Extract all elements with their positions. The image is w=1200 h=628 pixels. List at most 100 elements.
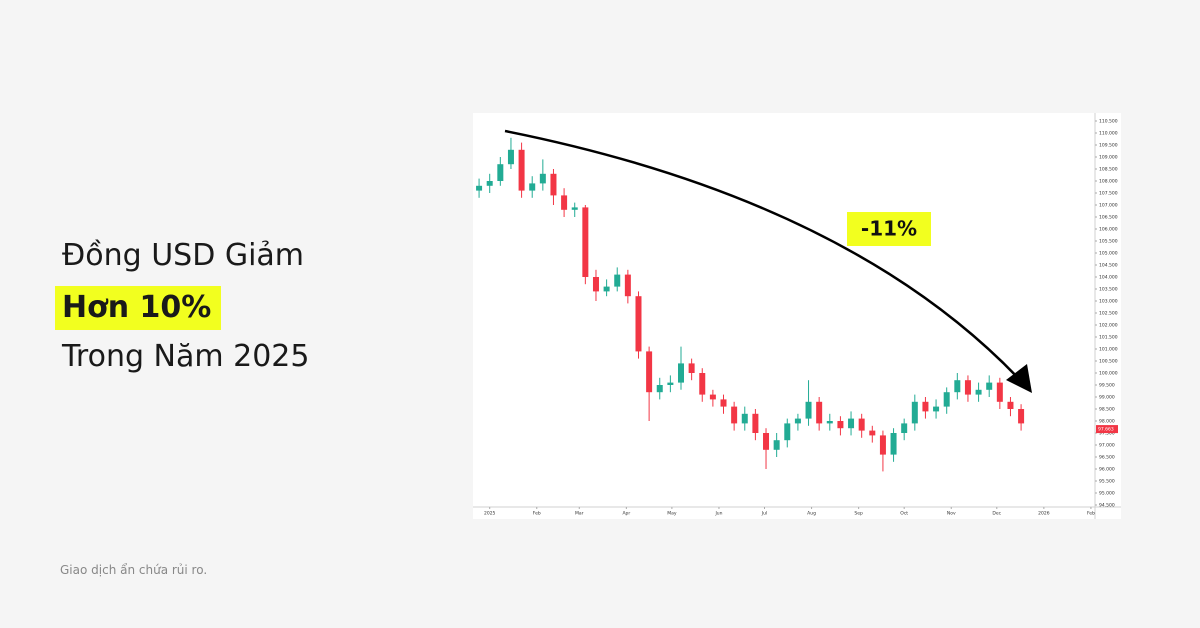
- headline: Trong Năm 2025: [62, 339, 310, 374]
- last-price-label: 97.663: [1098, 427, 1114, 433]
- candle-body: [763, 433, 770, 450]
- y-tick-label: 102.500: [1099, 311, 1118, 317]
- y-tick-label: 101.000: [1099, 347, 1118, 353]
- candle-body: [943, 392, 950, 407]
- candle-body: [635, 296, 642, 352]
- y-tick-label: 94.500: [1099, 503, 1115, 509]
- candle-body: [922, 401, 929, 412]
- candle-body: [720, 399, 727, 407]
- candle-body: [784, 423, 791, 441]
- y-tick-label: 100.500: [1099, 359, 1118, 365]
- candle-body: [582, 207, 589, 277]
- candle-body: [752, 413, 759, 433]
- candle-body: [1007, 401, 1014, 409]
- y-tick-label: 98.500: [1099, 407, 1115, 413]
- last-price-box: [1096, 425, 1118, 434]
- candle-body: [816, 401, 823, 424]
- candle-body: [507, 149, 514, 165]
- y-tick-label: 97.500: [1099, 431, 1115, 437]
- y-tick-label: 100.000: [1099, 371, 1118, 377]
- x-tick-label: Mar: [575, 511, 584, 517]
- candle-body: [624, 274, 631, 297]
- y-tick-label: 109.000: [1099, 155, 1118, 161]
- x-tick-label: Jul: [761, 511, 767, 517]
- candle-body: [592, 277, 599, 292]
- chart-panel: [473, 113, 1121, 519]
- candle-body: [954, 380, 961, 393]
- headline: Đồng USD Giảm: [62, 238, 305, 273]
- y-tick-label: 104.500: [1099, 263, 1118, 269]
- candle-body: [571, 207, 578, 210]
- y-tick-label: 105.000: [1099, 251, 1118, 257]
- x-tick-label: Dec: [992, 511, 1001, 517]
- candle-body: [518, 149, 525, 191]
- x-tick-label: 2026: [1038, 511, 1050, 517]
- x-tick-label: Nov: [947, 511, 956, 517]
- y-tick-label: 95.500: [1099, 479, 1115, 485]
- annotation: -11%: [861, 217, 917, 241]
- candle-body: [890, 433, 897, 455]
- candle-body: [901, 423, 908, 433]
- x-tick-label: Jun: [714, 511, 722, 517]
- candle-body: [986, 382, 993, 390]
- y-tick-label: 96.000: [1099, 467, 1115, 473]
- y-tick-label: 107.500: [1099, 191, 1118, 197]
- x-tick-label: Oct: [900, 511, 908, 517]
- x-tick-label: May: [667, 511, 677, 517]
- candle-body: [529, 183, 536, 191]
- candle-body: [1018, 409, 1025, 424]
- candle-body: [709, 394, 716, 400]
- y-tick-label: 104.000: [1099, 275, 1118, 281]
- candle-body: [603, 286, 610, 292]
- candle-body: [858, 418, 865, 431]
- y-tick-label: 102.000: [1099, 323, 1118, 329]
- candle-body: [794, 418, 801, 424]
- candle-body: [741, 413, 748, 424]
- candle-body: [497, 164, 504, 181]
- candle-body: [879, 435, 886, 455]
- candle-body: [699, 373, 706, 395]
- y-tick-label: 99.000: [1099, 395, 1115, 401]
- y-tick-label: 98.000: [1099, 419, 1115, 425]
- y-tick-label: 96.500: [1099, 455, 1115, 461]
- y-tick-label: 95.000: [1099, 491, 1115, 497]
- candle-body: [805, 401, 812, 419]
- candle-body: [837, 421, 844, 429]
- candle-body: [550, 173, 557, 196]
- x-tick-label: Sep: [854, 511, 863, 517]
- candle-body: [826, 421, 833, 424]
- candle-body: [486, 181, 493, 186]
- candle-body: [911, 401, 918, 424]
- y-tick-label: 103.500: [1099, 287, 1118, 293]
- y-tick-label: 110.000: [1099, 131, 1118, 137]
- x-tick-label: Aug: [807, 511, 816, 517]
- candle-body: [656, 385, 663, 393]
- y-tick-label: 106.500: [1099, 215, 1118, 221]
- candle-body: [964, 380, 971, 395]
- annotation-box: [847, 212, 931, 246]
- candle-body: [996, 382, 1003, 402]
- candle-body: [614, 274, 621, 287]
- candle-body: [848, 418, 855, 429]
- disclaimer: Giao dịch ẩn chứa rủi ro.: [60, 563, 208, 577]
- candle-body: [667, 382, 674, 385]
- y-tick-label: 108.500: [1099, 167, 1118, 173]
- y-tick-label: 97.000: [1099, 443, 1115, 449]
- candle-body: [561, 195, 568, 210]
- y-tick-label: 108.000: [1099, 179, 1118, 185]
- candle-body: [539, 173, 546, 184]
- candle-body: [646, 351, 653, 393]
- y-tick-label: 103.000: [1099, 299, 1118, 305]
- x-tick-label: Feb: [1087, 511, 1095, 517]
- candle-body: [773, 440, 780, 450]
- x-tick-label: Feb: [533, 511, 541, 517]
- candle-body: [678, 363, 684, 383]
- x-tick-label: Apr: [622, 511, 630, 517]
- candle-body: [933, 406, 940, 412]
- candle-body: [869, 430, 876, 436]
- y-tick-label: 110.500: [1099, 119, 1118, 125]
- candle-body: [688, 363, 695, 373]
- trend-arrow: [504, 129, 1023, 383]
